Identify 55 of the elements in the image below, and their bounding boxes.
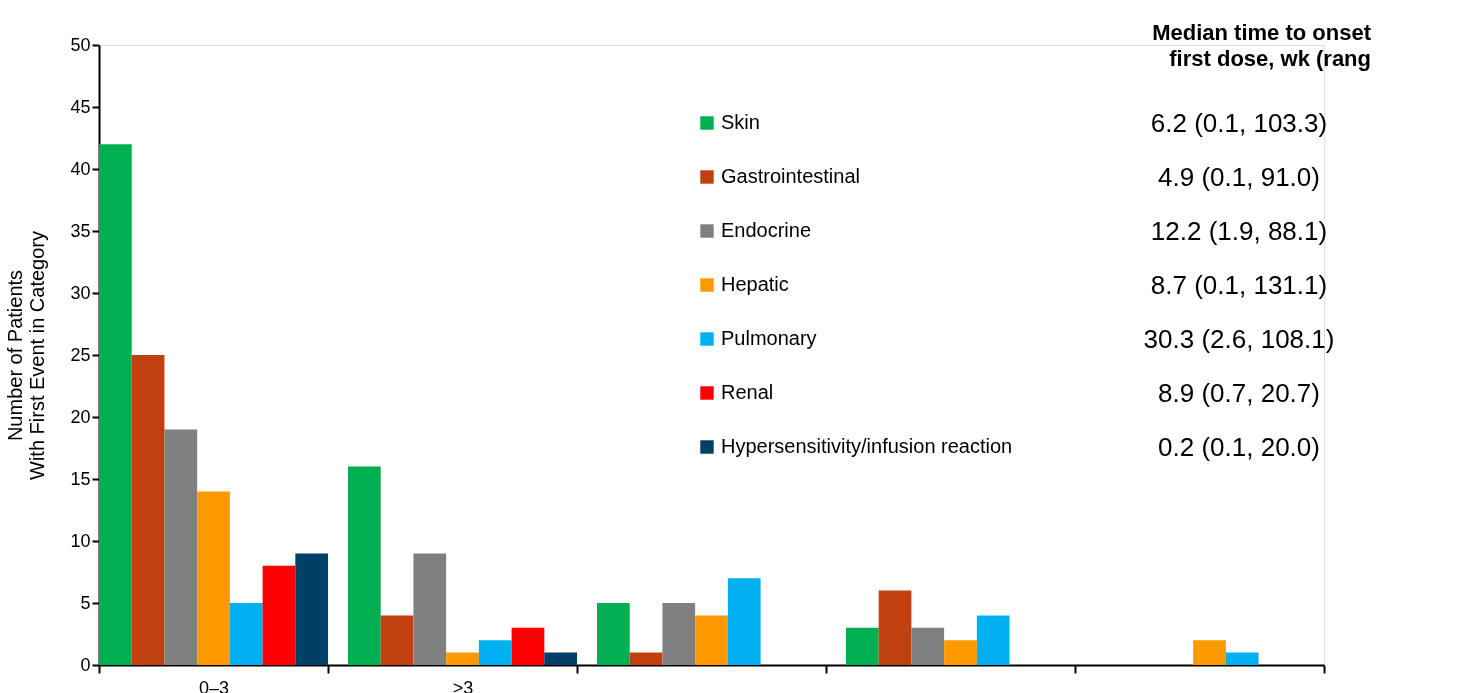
bar [413,553,447,665]
legend-label: Pulmonary [721,327,817,349]
y-tick-label: 5 [80,592,91,613]
bar [944,640,977,665]
legend-label: Endocrine [721,219,812,241]
annotation: 8.7 (0.1, 131.1) [1150,270,1328,300]
bar [911,627,945,665]
legend-label: Skin [721,111,760,133]
y-tick-label: 45 [70,96,91,117]
bar [380,615,414,665]
annotation: 4.9 (0.1, 91.0) [1158,162,1320,192]
bar [511,627,545,665]
bar [446,652,479,665]
bar [164,429,198,665]
bar [197,491,230,665]
y-tick-label: 15 [70,468,91,489]
bar [1225,652,1259,665]
legend-title: Median time to onset first dose, wk (rang [1152,20,1372,71]
y-tick-label: 10 [70,530,91,551]
bar [131,355,165,665]
y-tick-label: 30 [70,282,91,303]
bar [629,652,663,665]
annotation: 6.2 (0.1, 103.3) [1150,108,1328,138]
bar [727,578,761,665]
bar [295,553,329,665]
bar [478,640,512,665]
y-tick-label: 50 [70,34,91,55]
annotation: 0.2 (0.1, 20.0) [1158,432,1320,462]
annotation: 8.9 (0.7, 20.7) [1158,378,1320,408]
y-tick-label: 20 [70,406,91,427]
y-tick-label: 40 [70,158,91,179]
y-tick-label: 35 [70,220,91,241]
legend-label: Gastrointestinal [721,165,860,187]
bar [662,603,696,665]
bar [347,466,381,665]
x-tick-label: >3 [452,677,474,693]
x-tick-label: 0–3 [199,677,230,693]
y-tick-label: 25 [70,344,91,365]
bar [596,603,630,665]
legend-label: Hepatic [721,273,789,295]
bar [544,652,578,665]
annotation: 30.3 (2.6, 108.1) [1143,324,1335,354]
annotation: 12.2 (1.9, 88.1) [1150,216,1328,246]
bar [262,565,296,665]
legend-label: Renal [721,381,774,403]
legend-label: Hypersensitivity/infusion reaction [721,435,1013,457]
bar [845,627,879,665]
bar [99,144,132,665]
y-tick-label: 0 [80,654,91,675]
bar [1193,640,1226,665]
bar [695,615,728,665]
bar [229,603,263,665]
bar [878,590,912,665]
y-axis-title: Number of Patients With First Event in Category [4,231,49,480]
bar [976,615,1010,665]
